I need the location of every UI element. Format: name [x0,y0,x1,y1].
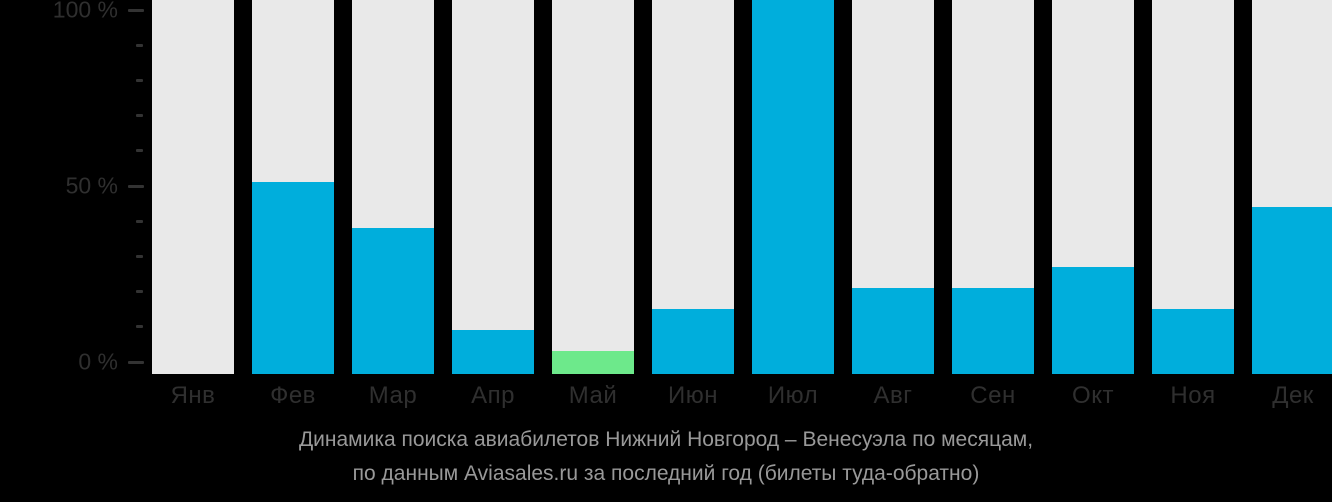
y-minor-tick [136,219,143,223]
bar-column [652,0,734,374]
chart-caption: Динамика поиска авиабилетов Нижний Новго… [0,423,1332,491]
y-minor-tick [136,114,143,118]
bar-column [852,0,934,374]
bar-fill [352,228,434,374]
month-label: Авг [873,382,913,409]
y-axis-label: 50 % [65,172,118,199]
bar-fill [752,0,834,374]
bar-column [352,0,434,374]
plot-area [152,0,1332,374]
y-major-tick [128,360,144,364]
bar-track [452,0,534,374]
bar-fill [952,288,1034,374]
bar-fill [1252,207,1332,374]
month-label: Май [568,382,618,409]
bar-fill [1152,309,1234,374]
y-major-tick [128,8,144,12]
month-label: Дек [1272,382,1314,409]
bar-track [552,0,634,374]
y-major-tick [128,184,144,188]
bar-column [1052,0,1134,374]
bar-column [252,0,334,374]
y-axis-label: 0 % [78,348,118,375]
bar-column [152,0,234,374]
month-label: Окт [1072,382,1114,409]
x-axis: Янв Фев Мар Апр Май Июн Июл Авг Сен Окт Ноя Дек [152,380,1332,416]
month-label: Фев [270,382,316,409]
bar-fill [1052,267,1134,374]
y-minor-tick [136,290,143,294]
bar-column [552,0,634,374]
y-minor-tick [136,149,143,153]
bar-fill [252,182,334,374]
month-label: Июл [767,382,819,409]
chart-subtitle: по данным Aviasales.ru за последний год … [352,462,980,485]
month-label: Июн [667,382,718,409]
y-axis-label: 100 % [52,0,118,23]
bar-column [752,0,834,374]
bar-track [152,0,234,374]
chart-title: Динамика поиска авиабилетов Нижний Новго… [298,428,1034,451]
bar-fill [452,330,534,374]
month-label: Ноя [1170,382,1216,409]
y-axis: 0 % 50 % 100 % [0,0,152,375]
y-minor-tick [136,43,143,47]
bar-column [1152,0,1234,374]
month-label: Апр [471,382,515,409]
y-minor-tick [136,78,143,82]
month-label: Мар [368,382,418,409]
bar-fill [652,309,734,374]
month-label: Янв [170,382,216,409]
bar-column [452,0,534,374]
bar-column [1252,0,1332,374]
bar-fill-highlighted [552,351,634,374]
bar-fill [852,288,934,374]
y-minor-tick [136,325,143,329]
y-minor-tick [136,254,143,258]
month-label: Сен [970,382,1016,409]
bar-column [952,0,1034,374]
